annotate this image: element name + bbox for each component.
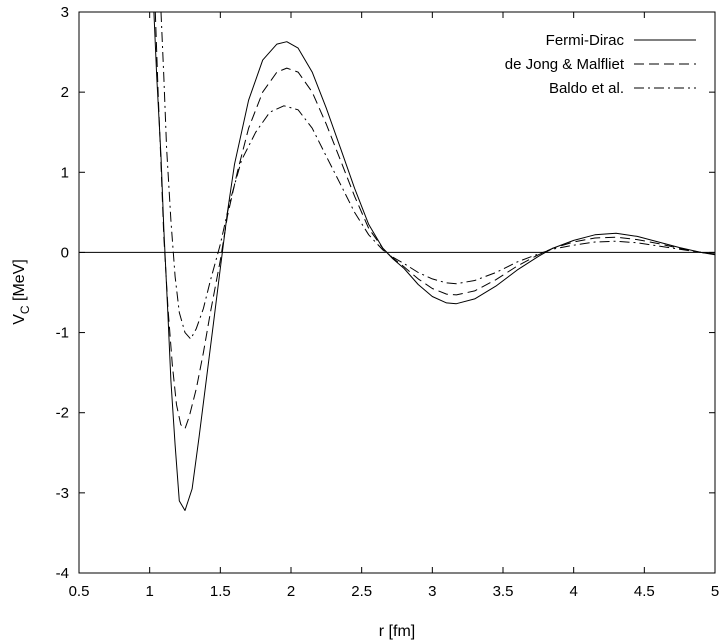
y-axis-title: VC [MeV]: [11, 259, 32, 325]
y-tick-label: -4: [56, 565, 69, 582]
x-tick-label: 4.5: [634, 583, 655, 600]
y-tick-label: 3: [61, 4, 69, 21]
x-tick-label: 5: [711, 583, 719, 600]
axis-ticks: [78, 11, 716, 574]
x-tick-label: 4: [569, 583, 577, 600]
y-tick-label: 0: [61, 244, 69, 261]
series-line-3: [160, 12, 715, 340]
x-axis-title: r [fm]: [379, 623, 415, 640]
legend-label-3: Baldo et al.: [549, 80, 624, 97]
x-tick-label: 2.5: [351, 583, 372, 600]
series-line-2: [154, 12, 715, 430]
legend: Fermi-Dirac de Jong & Malfliet Baldo et al…: [505, 32, 696, 97]
y-axis-title-unit: [MeV]: [11, 259, 28, 305]
y-tick-label: -2: [56, 405, 69, 422]
y-tick-label: -3: [56, 485, 69, 502]
series-line-1: [153, 12, 715, 511]
y-tick-label: 1: [61, 164, 69, 181]
x-tick-label: 1: [145, 583, 153, 600]
y-axis-title-main: V: [11, 314, 28, 325]
x-tick-label: 1.5: [210, 583, 231, 600]
plot-frame: [78, 11, 716, 574]
x-tick-label: 0.5: [69, 583, 90, 600]
series-group: [153, 12, 715, 511]
legend-label-1: Fermi-Dirac: [546, 32, 625, 49]
y-tick-labels: -4 -3 -2 -1 0 1 2 3: [56, 4, 69, 582]
x-tick-label: 3.5: [493, 583, 514, 600]
legend-label-2: de Jong & Malfliet: [505, 56, 625, 73]
y-tick-label: -1: [56, 325, 69, 342]
x-tick-labels: 0.5 1 1.5 2 2.5 3 3.5 4 4.5 5: [69, 583, 720, 600]
y-tick-label: 2: [61, 84, 69, 101]
y-axis-title-subscript: C: [18, 305, 32, 314]
x-tick-label: 3: [428, 583, 436, 600]
x-tick-label: 2: [287, 583, 295, 600]
